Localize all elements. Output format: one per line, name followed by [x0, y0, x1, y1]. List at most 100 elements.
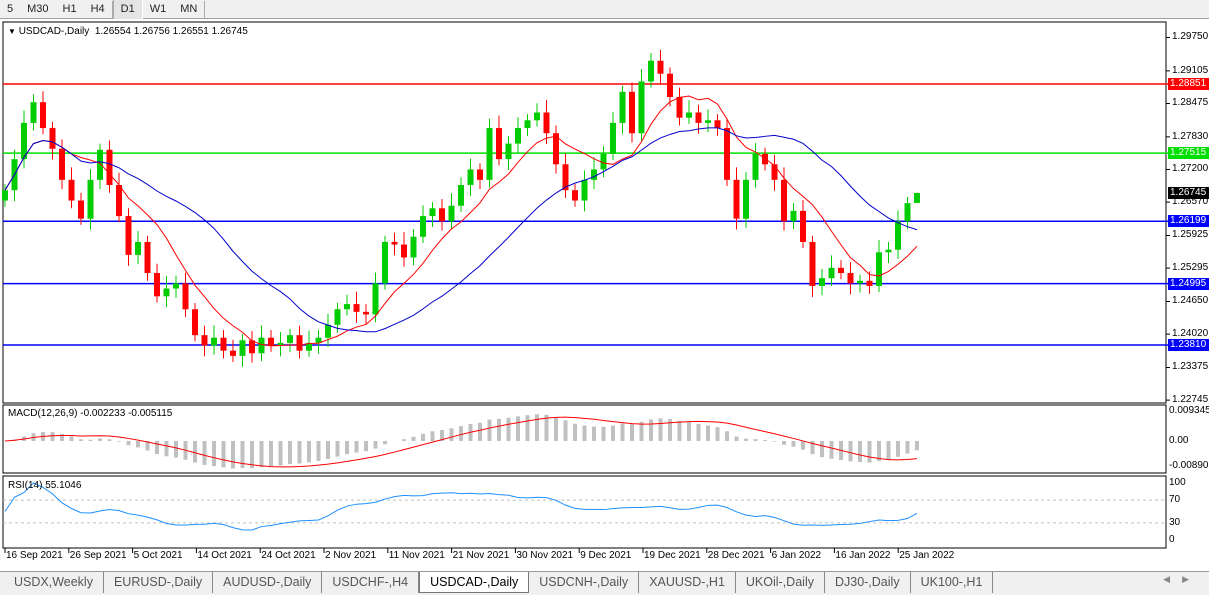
candle-body	[40, 102, 46, 129]
candle-body	[97, 149, 103, 180]
candle-body	[182, 283, 189, 310]
candle-body	[325, 324, 331, 338]
candle-body	[534, 112, 540, 121]
tab-scroll-arrows[interactable]: ◀▶	[1163, 574, 1201, 584]
macd-histogram-bar	[611, 425, 615, 441]
candle-body	[809, 241, 816, 286]
price-tick-label: 1.28475	[1172, 97, 1209, 109]
candle-body	[885, 249, 892, 253]
timeframe-mn[interactable]: MN	[180, 3, 198, 15]
candle-body	[743, 179, 749, 219]
candle-body	[154, 273, 160, 297]
macd-histogram-bar	[345, 441, 349, 455]
candle-body	[401, 244, 407, 258]
chart-tab[interactable]: USDX,Weekly	[4, 572, 104, 593]
chart-tab[interactable]: UK100-,H1	[911, 572, 994, 593]
time-tick-label: 30 Nov 2021	[516, 550, 574, 561]
chart-tab[interactable]: USDCNH-,Daily	[529, 572, 640, 593]
macd-histogram-bar	[677, 420, 682, 441]
timeframe-5[interactable]: 5	[7, 3, 14, 15]
macd-histogram-bar	[886, 441, 891, 460]
timeframe-m30[interactable]: M30	[27, 3, 49, 15]
macd-histogram-bar	[288, 441, 292, 465]
price-chart[interactable]	[0, 19, 1209, 571]
chart-title: USDCAD-,Daily	[18, 26, 90, 37]
macd-histogram-bar	[858, 441, 862, 463]
rsi-tick-label: 30	[1169, 516, 1181, 528]
macd-histogram-bar	[734, 436, 739, 441]
macd-histogram-bar	[810, 441, 815, 455]
chart-tab[interactable]: EURUSD-,Daily	[104, 572, 214, 593]
macd-histogram-bar	[753, 439, 758, 441]
macd-histogram-bar	[848, 441, 853, 462]
candle-body	[467, 169, 474, 186]
macd-histogram-bar	[687, 422, 691, 441]
rsi-tick-label: 0	[1169, 534, 1175, 545]
macd-histogram-bar	[573, 423, 577, 441]
macd-histogram-bar	[231, 441, 235, 469]
macd-histogram-bar	[487, 419, 492, 441]
chart-tab[interactable]: USDCHF-,H4	[322, 572, 420, 593]
chart-tab[interactable]: XAUUSD-,H1	[639, 572, 736, 593]
macd-histogram-bar	[706, 425, 710, 441]
price-level-tag: 1.23810	[1168, 338, 1209, 351]
candle-body	[239, 340, 246, 356]
candle-body	[857, 280, 863, 284]
candle-body	[629, 91, 635, 134]
candle-body	[762, 153, 768, 165]
macd-histogram-bar	[278, 441, 283, 466]
candle-body	[904, 203, 911, 222]
macd-histogram-bar	[658, 418, 663, 441]
price-tick-label: 1.24650	[1172, 295, 1209, 307]
candle-body	[800, 210, 806, 242]
candle-body	[847, 273, 854, 284]
candle-body	[838, 267, 844, 274]
macd-histogram-bar	[421, 433, 425, 441]
chart-tab[interactable]: AUDUSD-,Daily	[213, 572, 323, 593]
symbol-menu-icon[interactable]: ▼	[8, 27, 16, 36]
macd-histogram-bar	[155, 441, 159, 455]
candle-body	[192, 309, 198, 336]
chart-tab[interactable]: USDCAD-,Daily	[419, 572, 530, 593]
rsi-pane-frame	[2, 475, 1167, 549]
price-level-tag: 1.26199	[1168, 215, 1209, 228]
candle-body	[410, 236, 417, 258]
rsi-tick-label: 100	[1169, 477, 1186, 488]
macd-histogram-bar	[791, 441, 796, 447]
macd-histogram-bar	[250, 441, 254, 469]
macd-tick-label: -0.008902	[1169, 460, 1209, 471]
candle-body	[420, 216, 426, 237]
macd-histogram-bar	[259, 441, 264, 468]
macd-pane-frame	[2, 404, 1167, 474]
price-level-tag: 1.27515	[1168, 147, 1209, 160]
timeframe-w1[interactable]: W1	[149, 3, 167, 15]
macd-histogram-bar	[763, 440, 767, 441]
candle-body	[163, 288, 170, 297]
candle-body	[676, 96, 683, 118]
time-tick-label: 11 Nov 2021	[388, 550, 445, 561]
chart-tab[interactable]: UKOil-,Daily	[736, 572, 825, 593]
candle-body	[106, 149, 113, 186]
time-tick-label: 5 Oct 2021	[133, 550, 183, 561]
time-tick-label: 28 Dec 2021	[707, 550, 765, 561]
candle-body	[116, 185, 122, 217]
price-tick-label: 1.27200	[1172, 163, 1209, 175]
timeframe-h4[interactable]: H4	[90, 3, 105, 15]
price-tick-label: 1.25925	[1172, 229, 1209, 241]
macd-histogram-bar	[98, 438, 102, 441]
macd-histogram-bar	[373, 441, 378, 449]
price-tick-label: 1.29750	[1172, 31, 1209, 43]
candle-body	[68, 179, 75, 201]
timeframe-d1[interactable]: D1	[112, 0, 143, 19]
candle-body	[249, 340, 255, 354]
time-tick-label: 6 Jan 2022	[771, 550, 822, 561]
chart-tab[interactable]: DJ30-,Daily	[825, 572, 911, 593]
macd-histogram-bar	[801, 441, 805, 450]
macd-histogram-bar	[506, 417, 511, 441]
macd-histogram-bar	[221, 441, 226, 468]
timeframe-h1[interactable]: H1	[62, 3, 77, 15]
time-tick-label: 14 Oct 2021	[197, 550, 252, 561]
macd-histogram-bar	[535, 414, 539, 441]
macd-histogram-bar	[639, 421, 644, 441]
rsi-label: RSI(14) 55.1046	[8, 480, 82, 491]
